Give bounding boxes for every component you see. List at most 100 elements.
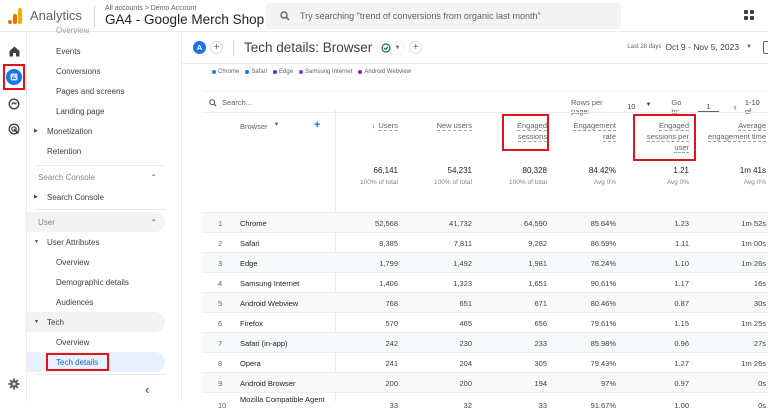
table-row[interactable]: 1 Chrome 52,568 41,732 64,590 85.64% 1.23 1m 52… <box>202 212 768 232</box>
divider <box>35 209 165 210</box>
table-row[interactable]: 7 Safari (in-app) 242 230 233 85.98% 0.96 27s <box>202 332 768 352</box>
nav-item-search-console[interactable]: ▶ Search Console <box>34 192 104 202</box>
report-title-bar: A + Tech details: Browser ▼ + Last 28 da… <box>182 32 768 64</box>
comparison-avatar[interactable]: A <box>193 41 206 54</box>
column-header-new-users[interactable]: New users <box>436 121 472 131</box>
nav-item-tech[interactable]: ▼ Tech <box>27 312 165 332</box>
left-rail <box>0 32 27 401</box>
legend-dot-icon <box>212 70 216 74</box>
expand-triangle-icon: ▶ <box>34 128 38 134</box>
app-name: Analytics <box>30 8 83 23</box>
explore-icon[interactable] <box>6 96 22 112</box>
search-icon <box>280 11 290 21</box>
legend-item: Edge <box>273 69 293 75</box>
legend-dot-icon <box>358 70 363 74</box>
legend-item: Chrome <box>212 69 239 75</box>
nav-section-user[interactable]: User ⌃ <box>27 212 165 232</box>
report-status-chip[interactable]: ▼ <box>376 40 406 55</box>
table-row[interactable]: 9 Android Browser 200 200 194 97% 0.97 0s <box>202 372 768 392</box>
column-header-engagement-rate[interactable]: Engagement rate <box>573 121 616 142</box>
legend-item: Safari <box>245 69 267 75</box>
reports-icon[interactable] <box>6 69 22 85</box>
nav-item-events[interactable]: Events <box>56 46 81 56</box>
nav-item-tech-details[interactable]: Tech details <box>27 352 165 372</box>
rows-per-page-label: Rows per page: <box>571 98 603 116</box>
legend-dot-icon <box>273 70 278 74</box>
table-row[interactable]: 5 Android Webview 768 651 671 80.46% 0.87 30s <box>202 292 768 312</box>
legend-item: Android Webview <box>358 69 411 75</box>
table-row[interactable]: 10 Mozilla Compatible Agent 33 32 33 91.67% 1.… <box>202 392 768 416</box>
nav-section-search-console[interactable]: Search Console ⌃ <box>38 172 157 182</box>
apps-grid-icon[interactable] <box>744 10 754 20</box>
caret-down-icon: ▼ <box>645 101 652 108</box>
dimension-selector[interactable]: Browser ▼ <box>240 122 280 131</box>
table-row[interactable]: 8 Opera 241 204 305 79.43% 1.27 1m 26s <box>202 352 768 372</box>
caret-down-icon: ▼ <box>273 122 280 128</box>
page-range: 1-10 of <box>744 98 760 116</box>
nav-item-pages-and-screens[interactable]: Pages and screens <box>56 86 125 96</box>
advertising-icon[interactable] <box>6 121 22 137</box>
nav-item-overview-top[interactable]: Overview <box>56 25 90 35</box>
column-header-engaged-sessions[interactable]: Engaged sessions <box>516 121 547 142</box>
legend-item: Samsung Internet <box>299 69 352 75</box>
goto-page-input[interactable]: 1 <box>697 102 720 112</box>
search-placeholder: Try searching "trend of conversions from… <box>300 11 541 21</box>
nav-item-retention[interactable]: Retention <box>47 146 82 156</box>
divider <box>35 165 165 166</box>
highlight-box <box>633 114 696 161</box>
main-content: A + Tech details: Browser ▼ + Last 28 da… <box>182 32 768 410</box>
home-icon[interactable] <box>6 43 22 59</box>
table-row[interactable]: 3 Edge 1,799 1,492 1,981 78.24% 1.10 1m 26s <box>202 252 768 272</box>
date-range-value: Oct 9 - Nov 5, 2023 <box>665 42 740 52</box>
total-users: 66,141 100% of total <box>360 166 398 186</box>
table-search-input[interactable]: Search... <box>209 98 252 107</box>
column-header-engaged-sessions-per-user[interactable]: Engaged sessions per user <box>646 121 689 153</box>
calendar-icon[interactable] <box>763 41 768 54</box>
add-button[interactable]: + <box>409 41 423 54</box>
column-header-average-engagement-time[interactable]: Average engagement time <box>708 121 766 142</box>
chart-legend: Chrome Safari Edge Samsung Internet Andr… <box>212 69 411 75</box>
date-range-picker[interactable]: Last 28 days Oct 9 - Nov 5, 2023 ▼ <box>627 42 752 52</box>
nav-item-demographic-details[interactable]: Demographic details <box>56 277 129 287</box>
nav-item-conversions[interactable]: Conversions <box>56 66 101 76</box>
nav-item-audiences[interactable]: Audiences <box>56 297 94 307</box>
table-row[interactable]: 4 Samsung Internet 1,406 1,323 1,651 90.61% 1.… <box>202 272 768 292</box>
divider <box>202 91 768 92</box>
total-engaged-sessions: 80,328 100% of total <box>509 166 547 186</box>
add-dimension-button[interactable]: + <box>314 119 321 131</box>
date-range-label: Last 28 days <box>627 44 662 50</box>
table-search-placeholder: Search... <box>222 98 253 107</box>
check-circle-icon <box>381 42 391 53</box>
global-search-input[interactable]: Try searching "trend of conversions from… <box>266 3 621 29</box>
report-nav-sidebar: Overview Events Conversions Pages and sc… <box>27 26 182 401</box>
previous-page-button[interactable]: ‹ <box>733 101 737 113</box>
sort-down-arrow-icon: ↓ <box>371 121 376 130</box>
nav-item-tech-overview[interactable]: Overview <box>56 337 90 347</box>
total-engaged-sessions-per-user: 1.21 Avg 0% <box>666 166 689 186</box>
goto-label: Go to: <box>671 98 682 116</box>
legend-dot-icon <box>245 70 250 74</box>
table-row[interactable]: 6 Firefox 570 465 656 79.61% 1.15 1m 25s <box>202 312 768 332</box>
chevron-up-icon: ⌃ <box>150 172 157 182</box>
collapse-triangle-icon: ▼ <box>34 319 39 325</box>
divider <box>35 374 165 375</box>
divider <box>202 112 768 113</box>
total-engagement-rate: 84.42% Avg 0% <box>588 166 616 186</box>
nav-item-user-attributes[interactable]: ▼ User Attributes <box>34 237 100 247</box>
highlight-box <box>502 114 549 151</box>
caret-down-icon: ▼ <box>394 44 401 51</box>
table-header: Browser ▼ + ↓ Users New users Engaged sess… <box>202 110 768 220</box>
nav-item-monetization[interactable]: ▶ Monetization <box>34 126 93 136</box>
total-new-users: 54,231 100% of total <box>434 166 472 186</box>
table-row[interactable]: 2 Safari 8,385 7,811 9,282 86.59% 1.11 1m 00s <box>202 232 768 252</box>
collapse-triangle-icon: ▼ <box>34 239 39 245</box>
nav-item-user-overview[interactable]: Overview <box>56 257 90 267</box>
add-comparison-button[interactable]: + <box>210 41 223 54</box>
caret-down-icon: ▼ <box>746 44 752 50</box>
collapse-sidebar-button[interactable]: ‹ <box>145 382 150 397</box>
column-header-users[interactable]: ↓ Users <box>371 121 398 131</box>
nav-item-landing-page[interactable]: Landing page <box>56 106 105 116</box>
account-breadcrumb: All accounts > Demo Account <box>105 4 197 12</box>
settings-icon[interactable] <box>6 376 22 392</box>
expand-triangle-icon: ▶ <box>34 194 38 200</box>
